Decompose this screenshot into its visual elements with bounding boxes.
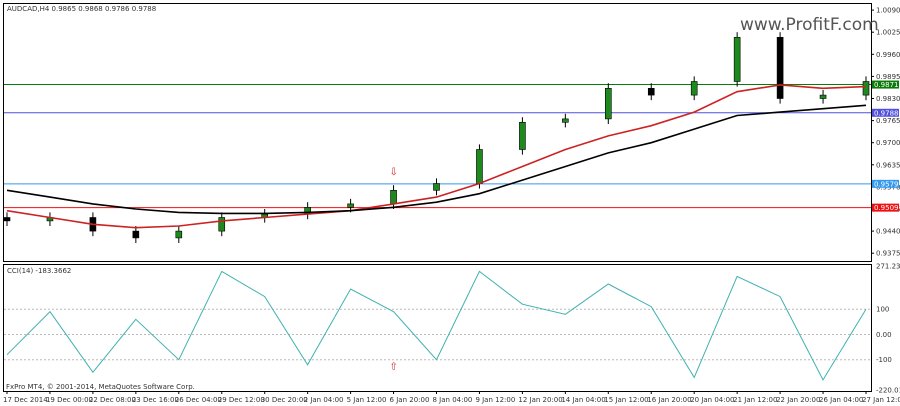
time-tick-label: 2 Jan 04:00	[304, 396, 344, 404]
time-tick-label: 29 Dec 12:00	[218, 396, 265, 404]
price-tick-label: 0.9895	[876, 73, 900, 81]
cci-tick-label: 100	[876, 306, 889, 314]
cci-axis-ticks: 271.2385 100 0.00 -100 -220.0144	[876, 263, 900, 395]
time-tick-label: 30 Dec 20:00	[261, 396, 308, 404]
time-tick-label: 15 Jan 12:00	[604, 396, 648, 404]
time-tick-label: 17 Dec 2014	[3, 396, 48, 404]
price-tick-label: 1.0025	[876, 29, 900, 37]
price-pane-frame	[3, 3, 872, 262]
moving-average-lines	[6, 84, 867, 229]
candle-body	[519, 122, 526, 150]
level-tag-bg	[872, 203, 899, 212]
time-tick-label: 20 Jan 04:00	[690, 396, 734, 404]
footer-copyright: FxPro MT4, © 2001-2014, MetaQuotes Softw…	[6, 383, 195, 391]
price-tick-label: 0.9830	[876, 95, 900, 103]
price-tick-label: 0.9635	[876, 161, 900, 169]
candle-body	[604, 88, 612, 120]
cci-tick-label: 0.00	[876, 331, 892, 339]
time-tick-label: 22 Jan 20:00	[776, 396, 820, 404]
candle-body	[476, 149, 483, 184]
time-tick-label: 26 Dec 04:00	[175, 396, 222, 404]
candle-body	[433, 183, 440, 191]
candle-body	[733, 36, 741, 82]
time-tick-label: 8 Jan 04:00	[433, 396, 473, 404]
price-tick-label: 0.9960	[876, 51, 900, 59]
time-tick-label: 6 Jan 20:00	[390, 396, 430, 404]
time-tick-label: 26 Jan 04:00	[819, 396, 863, 404]
price-tick-label: 0.9765	[876, 117, 900, 125]
candle-body	[175, 230, 183, 239]
cci-tick-label: -220.0144	[876, 387, 900, 395]
time-tick-label: 9 Jan 12:00	[475, 396, 515, 404]
signal-arrows: ⇩⇧	[390, 167, 398, 373]
time-tick-label: 22 Dec 08:00	[89, 396, 136, 404]
candle-body	[132, 230, 140, 239]
candle-body	[776, 36, 784, 99]
price-tick-label: 0.9700	[876, 139, 900, 147]
time-tick-label: 21 Jan 12:00	[733, 396, 777, 404]
cci-tick-label: 271.2385	[876, 263, 900, 271]
level-tag-text: 0.9788	[874, 109, 899, 117]
time-tick-label: 5 Jan 12:00	[347, 396, 387, 404]
time-tick-label: 16 Jan 20:00	[647, 396, 691, 404]
price-tick-label: 1.0090	[876, 7, 900, 15]
time-tick-label: 19 Dec 00:00	[46, 396, 93, 404]
cci-tick-label: -100	[876, 356, 892, 364]
moving-average-line	[6, 104, 867, 215]
time-tick-label: 27 Jan 12:00	[862, 396, 900, 404]
price-tick-label: 0.9440	[876, 228, 900, 236]
cci-pane-header: CCI(14) -183.3662	[7, 267, 71, 275]
level-tag-text: 0.9871	[874, 81, 899, 89]
candle-body	[347, 203, 354, 208]
candle-body	[690, 81, 698, 96]
candle-body	[3, 217, 11, 222]
price-tick-label: 0.9375	[876, 250, 900, 258]
price-pane-header: AUDCAD,H4 0.9865 0.9868 0.9786 0.9788	[7, 5, 156, 13]
price-level-tags: 0.9871 0.9788 0.9579 0.9509	[872, 80, 899, 212]
candle-body	[562, 118, 569, 123]
level-tag-bg	[872, 179, 899, 188]
candle-body	[647, 88, 655, 96]
level-tag-bg	[872, 108, 899, 117]
level-tag-bg	[872, 80, 899, 89]
up-arrow-icon: ⇧	[390, 362, 398, 373]
candle-body	[862, 81, 870, 96]
time-tick-label: 12 Jan 20:00	[518, 396, 562, 404]
cci-line-series	[6, 270, 867, 381]
cci-reference-lines	[4, 308, 871, 361]
level-tag-text: 0.9579	[874, 180, 899, 188]
candle-body	[819, 94, 827, 99]
price-axis-ticks: 1.00901.00250.99600.98950.98300.97650.97…	[871, 7, 900, 258]
candle-body	[218, 217, 226, 232]
time-tick-label: 14 Jan 04:00	[561, 396, 605, 404]
down-arrow-icon: ⇩	[390, 167, 398, 178]
cci-pane-frame	[3, 264, 872, 392]
time-tick-label: 23 Dec 16:00	[132, 396, 179, 404]
watermark-logo: www.ProfitF.com	[740, 15, 879, 35]
moving-average-line	[6, 84, 867, 229]
candle-body	[390, 190, 397, 205]
cci-line	[6, 270, 867, 381]
level-tag-text: 0.9509	[874, 204, 899, 212]
